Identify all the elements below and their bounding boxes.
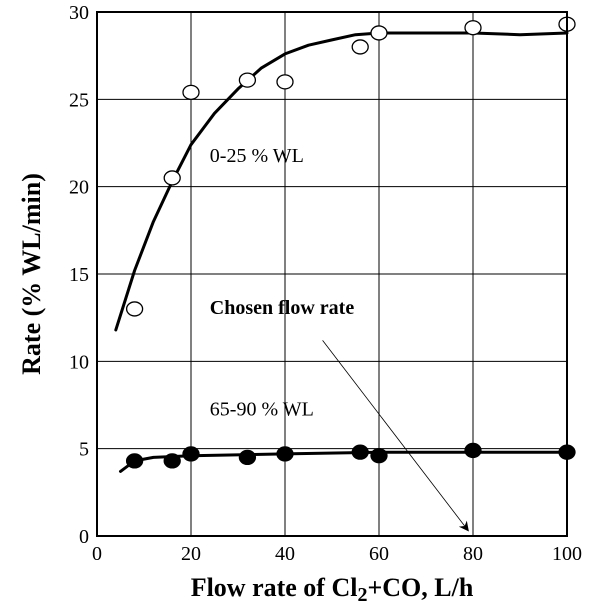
- y-tick-label: 30: [69, 2, 89, 24]
- y-tick-label: 20: [69, 177, 89, 199]
- point-0-25-wl: [182, 84, 200, 100]
- arrow-layer: [322, 340, 469, 532]
- y-tick-label: 25: [69, 89, 89, 111]
- x-axis-title: Flow rate of Cl2+CO, L/h: [191, 573, 474, 606]
- point-65-90-wl: [182, 446, 200, 462]
- annotation-label: Chosen flow rate: [210, 297, 355, 319]
- y-tick-label: 10: [69, 351, 89, 373]
- point-65-90-wl: [276, 446, 294, 462]
- point-65-90-wl: [238, 449, 257, 466]
- point-65-90-wl: [464, 442, 482, 459]
- fit-line: [114, 31, 569, 332]
- x-axis-title-rest: +CO, L/h: [367, 573, 473, 602]
- annotations: 0-25 % WL 65-90 % WL Chosen flow rate: [210, 145, 355, 420]
- x-tick-label: 80: [463, 543, 483, 565]
- point-0-25-wl: [351, 39, 369, 55]
- y-tick-label: 5: [79, 439, 89, 461]
- point-65-90-wl: [370, 448, 388, 464]
- point-0-25-wl: [370, 25, 388, 41]
- annotation-label: 0-25 % WL: [210, 145, 304, 167]
- x-tick-label: 0: [92, 543, 102, 565]
- x-tick-label: 60: [369, 543, 389, 565]
- plot-frame: [96, 11, 568, 537]
- y-axis-title: Rate (% WL/min): [17, 173, 46, 375]
- chosen-flow-arrow: [322, 340, 469, 532]
- point-65-90-wl: [163, 453, 181, 469]
- point-65-90-wl: [125, 453, 144, 469]
- point-65-90-wl: [351, 444, 369, 460]
- point-0-25-wl: [276, 74, 294, 90]
- x-tick-label: 40: [275, 543, 295, 565]
- annotation-label: 65-90 % WL: [210, 398, 314, 420]
- point-0-25-wl: [163, 170, 181, 186]
- y-tick-label: 15: [69, 264, 89, 286]
- point-0-25-wl: [464, 20, 482, 36]
- x-tick-label: 100: [552, 543, 582, 565]
- data-points: [125, 16, 576, 469]
- x-axis-title-main: Flow rate of Cl: [191, 573, 358, 602]
- x-tick-label: 20: [181, 543, 201, 565]
- tick-labels: 0 20 40 60 80 100 0 5 10 15 20 25 30: [69, 2, 582, 565]
- point-0-25-wl: [238, 72, 257, 88]
- point-0-25-wl: [125, 301, 144, 317]
- x-axis-title-sub: 2: [357, 584, 367, 606]
- y-tick-label: 0: [79, 526, 89, 548]
